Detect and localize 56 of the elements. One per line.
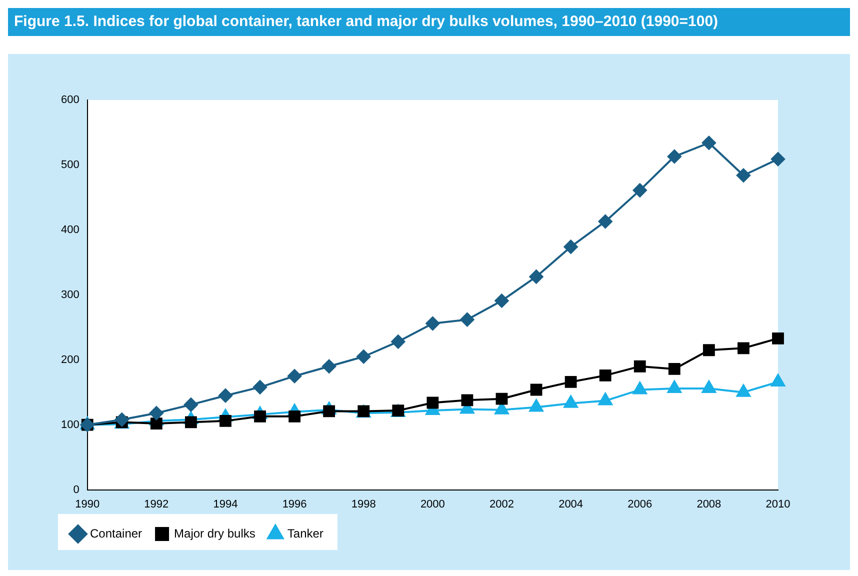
y-tick-label: 600 <box>60 94 80 106</box>
point <box>529 270 544 284</box>
point <box>702 136 716 150</box>
point <box>426 396 439 409</box>
legend-label: Container <box>90 526 142 540</box>
point <box>391 334 406 349</box>
point <box>736 168 750 182</box>
point <box>564 240 578 254</box>
point <box>150 418 162 430</box>
point <box>253 380 268 394</box>
x-tick-label: 2008 <box>696 498 722 510</box>
point <box>530 384 542 396</box>
x-tick-label: 1990 <box>75 498 100 510</box>
point <box>288 369 302 384</box>
y-tick-label: 400 <box>60 224 80 236</box>
x-tick-label: 2006 <box>628 498 652 510</box>
y-tick-label: 500 <box>60 159 80 171</box>
point <box>496 392 508 405</box>
x-tick-label: 2002 <box>490 498 514 510</box>
point <box>771 152 785 166</box>
point <box>322 359 336 374</box>
point <box>220 414 232 427</box>
x-tick-label: 2004 <box>558 498 584 510</box>
point <box>634 360 646 372</box>
point <box>599 370 612 382</box>
x-tick-label: 2000 <box>420 498 445 510</box>
point <box>460 312 474 327</box>
point <box>702 344 715 356</box>
point <box>564 376 577 388</box>
point <box>356 350 371 364</box>
point <box>632 183 647 198</box>
y-tick-label: 300 <box>60 288 80 301</box>
point <box>426 316 440 330</box>
point <box>184 398 198 412</box>
x-tick-label: 2010 <box>766 498 790 510</box>
point <box>738 342 750 354</box>
point <box>772 332 784 344</box>
point <box>288 410 300 422</box>
y-tick-label: 200 <box>60 354 80 366</box>
point <box>494 294 509 308</box>
legend-label: Tanker <box>287 526 324 540</box>
point <box>667 150 682 164</box>
point <box>461 394 474 406</box>
point <box>598 214 612 228</box>
y-tick-label: 0 <box>73 484 80 496</box>
x-tick-label: 1998 <box>351 498 376 510</box>
chart-title: Figure 1.5. Indices for global container, tanker and major dry bulks volumes, 1990–2010 (1990=100) <box>8 8 850 36</box>
point <box>149 406 164 420</box>
x-tick-label: 1992 <box>144 498 169 510</box>
x-tick-label: 1994 <box>213 498 238 510</box>
legend-label: Major dry bulks <box>174 526 256 540</box>
point <box>114 412 129 427</box>
point <box>218 388 232 403</box>
y-tick-label: 100 <box>60 418 80 431</box>
point <box>668 363 680 375</box>
x-tick-label: 1996 <box>282 498 307 510</box>
